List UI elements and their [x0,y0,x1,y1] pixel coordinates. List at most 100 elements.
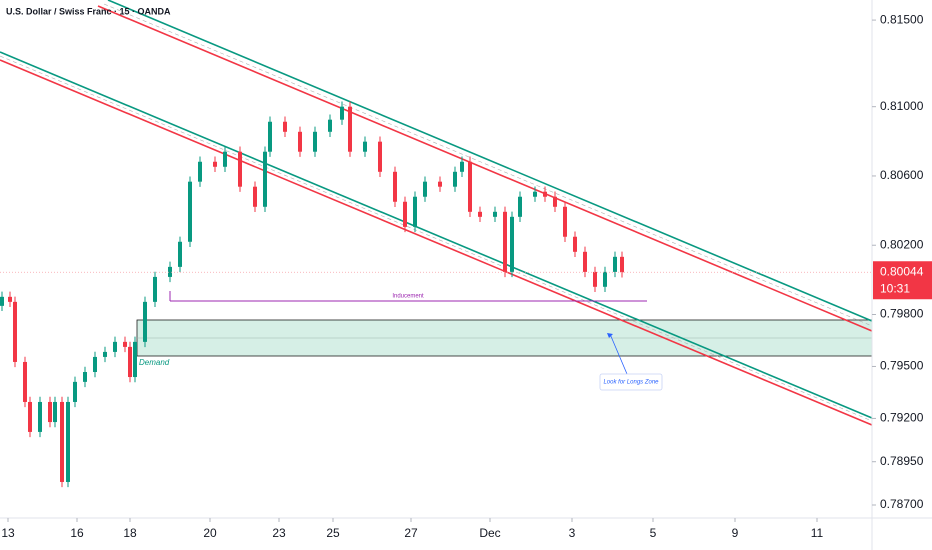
candle-body [478,211,482,217]
y-tick-label: 0.81500 [880,12,924,26]
candle-body [553,196,557,207]
channels [0,0,873,426]
chart-title: U.S. Dollar / Swiss Franc · 15 · OANDA [6,6,171,16]
candle-body [543,191,547,197]
candle-body [178,241,182,267]
candle-body [113,341,117,352]
candle-body [423,181,427,197]
countdown-label: 10:31 [880,281,910,295]
candle-body [103,351,107,357]
candle-body [533,191,537,197]
candle-body [253,186,257,207]
candle-body [153,276,157,302]
candle-body [348,106,352,152]
candle-body [460,161,464,172]
x-tick-label: 9 [732,526,739,540]
callout-box [599,373,663,391]
candle-body [198,161,202,182]
candle-body [13,301,17,362]
channel-line [97,5,873,332]
candle-body [573,236,577,252]
candle-body [393,171,397,202]
y-tick-label: 0.78700 [880,497,924,511]
candle-body [188,181,192,242]
x-tick-label: 27 [404,526,418,540]
channel-line [0,51,873,419]
candle-body [503,211,507,272]
y-tick-label: 0.79500 [880,359,924,373]
x-tick-label: 5 [650,526,657,540]
candle-body [603,271,607,287]
y-tick-label: 0.79200 [880,411,924,425]
candle-body [128,346,132,378]
candle-body [60,401,64,482]
y-tick-label: 0.79800 [880,307,924,321]
x-tick-label: 23 [272,526,286,540]
channel-line [0,59,873,426]
candle-body [66,401,70,482]
y-tick-label: 0.78950 [880,454,924,468]
candle-body [378,141,382,172]
x-tick-label: 25 [326,526,340,540]
candle-body [123,341,127,347]
y-tick-label: 0.81000 [880,99,924,113]
x-tick-label: 16 [70,526,84,540]
x-tick-label: 18 [123,526,137,540]
candle-body [73,381,77,402]
callout-arrowhead [607,333,613,338]
channel-midline [0,55,873,422]
candle-body [298,131,302,152]
candle-body [620,256,624,273]
candles [0,101,624,488]
candle-body [48,401,52,423]
candle-body [403,201,407,227]
candle-body [28,401,32,432]
candle-body [223,151,227,167]
candle-body [213,161,217,167]
candle-body [493,211,497,217]
candle-body [23,361,27,402]
candle-body [93,356,97,373]
candle-body [168,266,172,277]
candle-body [583,251,587,272]
candle-body [8,296,12,302]
candle-body [143,301,147,342]
candle-body [518,196,522,217]
candle-body [38,401,42,432]
inducement-label: Inducement [392,294,424,300]
candle-body [593,271,597,287]
candle-body [468,161,472,212]
candle-body [363,141,367,152]
x-tick-label: 13 [1,526,15,540]
last-price-box [873,261,932,300]
candle-body [313,131,317,152]
candle-body [413,196,417,227]
candle-body [238,151,242,187]
candle-body [453,171,457,187]
candle-body [328,119,332,132]
callout-label: Look for Longs Zone [603,380,659,386]
y-tick-label: 0.80200 [880,237,924,251]
channel-line [107,0,873,322]
candle-body [283,121,287,132]
candle-body [0,296,4,306]
y-tick-label: 0.80600 [880,168,924,182]
x-tick-label: 11 [811,526,824,540]
x-tick-label: 20 [203,526,217,540]
demand-label: Demand [139,358,170,367]
x-tick-label: 3 [569,526,576,540]
callout-arrow [609,333,628,375]
candle-body [563,206,567,237]
candle-body [83,372,87,382]
candle-body [438,181,442,187]
candle-body [263,151,267,207]
candle-body [53,401,57,423]
candle-body [340,106,344,120]
candle-body [268,121,272,152]
candle-body [510,216,514,272]
candle-body [133,341,137,378]
x-tick-label: Dec [479,526,500,540]
candle-body [613,256,617,272]
